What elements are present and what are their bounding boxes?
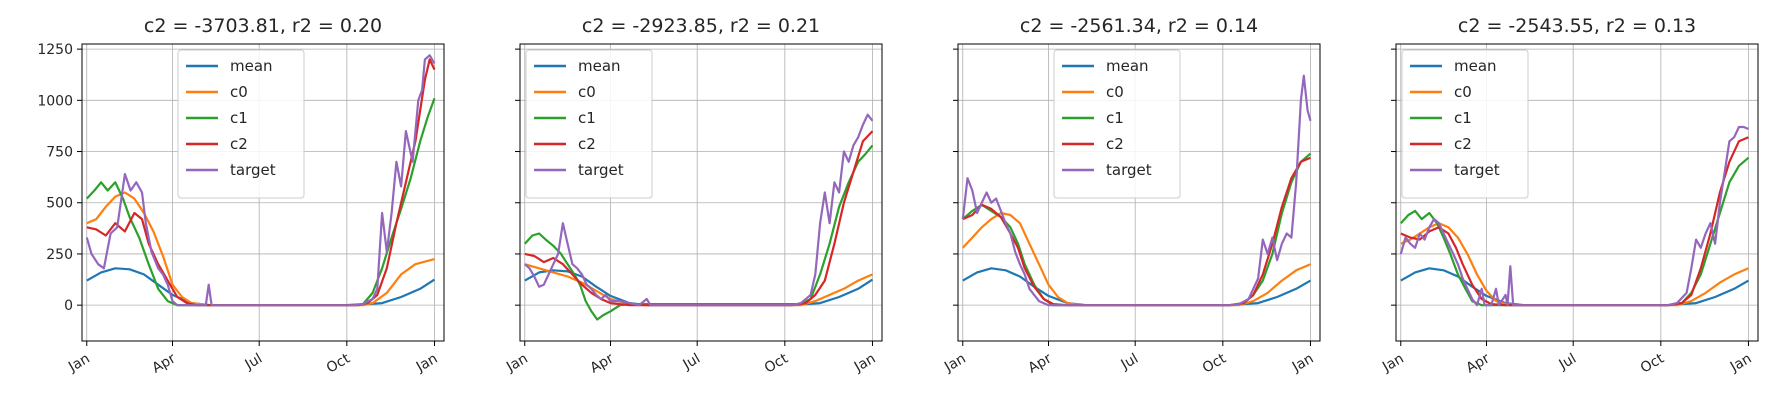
legend-label-c0: c0: [1454, 83, 1472, 101]
series-line-target: [1399, 125, 1749, 307]
y-tick-label: 1250: [37, 42, 73, 58]
series-line-mean: [1400, 267, 1750, 307]
legend-label-c2: c2: [578, 135, 596, 153]
legend-label-target: target: [578, 161, 624, 179]
chart-panel-3: Jan Apr Jul Oct Jan c2 = -2561.34, r2 = 0.14 m…: [941, 15, 1321, 377]
legend-label-c1: c1: [578, 109, 596, 127]
legend-label-target: target: [230, 161, 276, 179]
legend-box: [1053, 49, 1181, 199]
axes-frame: [1395, 43, 1759, 342]
y-tick-label: 750: [46, 145, 73, 161]
y-tick-label: 250: [46, 247, 73, 263]
series-group: [961, 74, 1312, 307]
series-line-c1: [85, 97, 436, 307]
x-tick-label: Apr: [588, 350, 617, 376]
legend: mean c0 c1 c2 target: [1401, 49, 1529, 199]
series-line-target: [961, 74, 1312, 307]
x-tick-label: Jan: [941, 351, 969, 376]
legend-label-c1: c1: [1454, 109, 1472, 127]
series-line-mean: [524, 269, 874, 307]
series-group: [523, 113, 874, 321]
legend-label-c2: c2: [230, 135, 248, 153]
legend-label-c1: c1: [230, 109, 248, 127]
x-tick-label: Jul: [1556, 351, 1580, 374]
series-line-c1: [523, 144, 874, 321]
x-tick-label: Oct: [1638, 350, 1667, 376]
y-tick-label: 500: [46, 196, 73, 212]
y-tick-label: 1000: [37, 93, 73, 109]
legend: mean c0 c1 c2 target: [1053, 49, 1181, 199]
x-tick-label: Apr: [1464, 350, 1493, 376]
axes-frame: [81, 43, 445, 342]
x-tick-label: Jul: [1118, 351, 1142, 374]
x-tick-label: Oct: [762, 350, 791, 376]
series-line-c2: [86, 58, 436, 307]
chart-title: c2 = -2923.85, r2 = 0.21: [582, 15, 820, 37]
x-tick-label: Jan: [851, 351, 879, 376]
series-line-target: [524, 113, 874, 307]
series-group: [85, 54, 436, 307]
series-line-mean: [962, 267, 1312, 307]
series-group: [1399, 125, 1750, 307]
chart-title: c2 = -3703.81, r2 = 0.20: [144, 15, 382, 37]
legend-label-target: target: [1454, 161, 1500, 179]
chart-title: c2 = -2543.55, r2 = 0.13: [1458, 15, 1696, 37]
legend-box: [525, 49, 653, 199]
legend-label-mean: mean: [1106, 57, 1149, 75]
x-tick-label: Oct: [1200, 350, 1229, 376]
legend-box: [1401, 49, 1529, 199]
legend-label-c0: c0: [1106, 83, 1124, 101]
x-tick-label: Jan: [413, 351, 441, 376]
axes-frame: [957, 43, 1321, 342]
legend-label-c1: c1: [1106, 109, 1124, 127]
legend-label-mean: mean: [230, 57, 273, 75]
x-tick-label: Jan: [1289, 351, 1317, 376]
x-tick-label: Jul: [680, 351, 704, 374]
legend-label-c2: c2: [1454, 135, 1472, 153]
legend-label-c2: c2: [1106, 135, 1124, 153]
legend: mean c0 c1 c2 target: [525, 49, 653, 199]
x-tick-label: Jan: [1379, 351, 1407, 376]
chart-title: c2 = -2561.34, r2 = 0.14: [1020, 15, 1258, 37]
legend-label-mean: mean: [578, 57, 621, 75]
axes-frame: [519, 43, 883, 342]
series-line-c0: [86, 191, 435, 307]
y-tick-label: 0: [64, 298, 73, 314]
series-line-target: [85, 54, 436, 307]
chart-panel-1: Jan Apr Jul Oct Jan 0 250 500 750 1000 1250 c2 = -3…: [37, 15, 445, 377]
legend-label-c0: c0: [230, 83, 248, 101]
x-tick-label: Jan: [1727, 351, 1755, 376]
legend-label-c0: c0: [578, 83, 596, 101]
legend-label-target: target: [1106, 161, 1152, 179]
x-tick-label: Oct: [324, 350, 353, 376]
series-line-c0: [961, 211, 1311, 307]
x-tick-label: Jul: [242, 351, 266, 374]
x-tick-label: Apr: [150, 350, 179, 376]
legend-box: [177, 49, 305, 199]
legend: mean c0 c1 c2 target: [177, 49, 305, 199]
legend-label-mean: mean: [1454, 57, 1497, 75]
x-tick-label: Jan: [503, 351, 531, 376]
chart-panel-4: Jan Apr Jul Oct Jan c2 = -2543.55, r2 = 0.13 m…: [1379, 15, 1759, 377]
chart-panel-2: Jan Apr Jul Oct Jan c2 = -2923.85, r2 = 0.21 m…: [503, 15, 883, 377]
x-tick-label: Jan: [65, 351, 93, 376]
x-tick-label: Apr: [1026, 350, 1055, 376]
